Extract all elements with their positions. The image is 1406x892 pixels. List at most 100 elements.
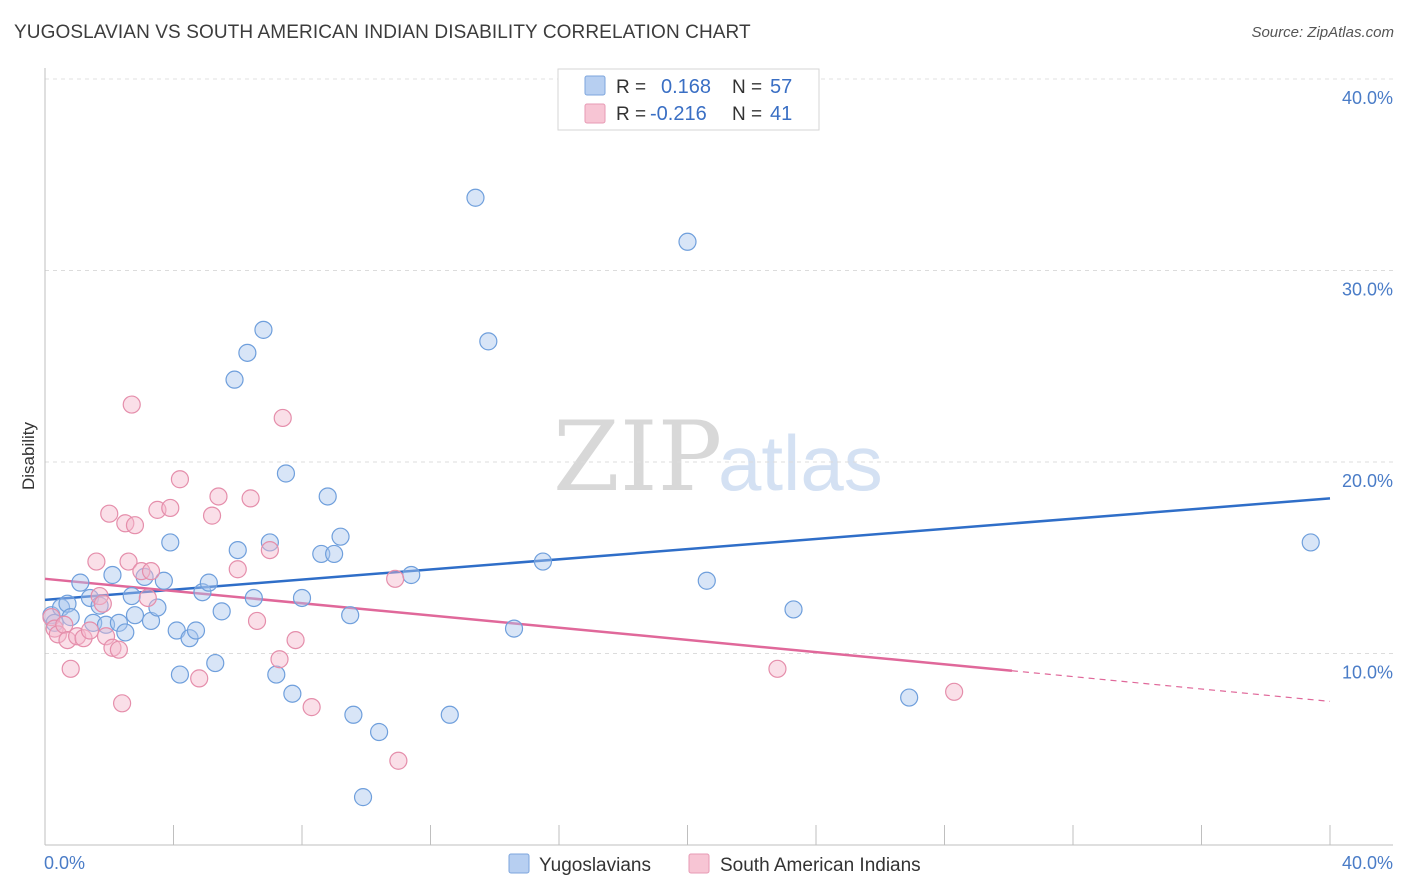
legend-n-value-2: 41: [770, 103, 792, 125]
bottom-legend-swatch-blue: [508, 853, 530, 874]
yugoslavians-point-29: [228, 540, 247, 560]
yugoslavians-point-49: [479, 332, 498, 351]
south-american-indians-point-25: [161, 498, 180, 518]
y-tick-label-1: 20.0%: [1342, 471, 1393, 491]
yugoslavians-point-46: [402, 565, 421, 585]
south-american-indians-point-41: [945, 682, 964, 701]
yugoslavians-point-48: [466, 188, 485, 207]
yugoslavians-point-33: [260, 533, 279, 552]
yugoslavians-point-54: [784, 600, 803, 619]
yugoslavians-point-26: [206, 653, 225, 673]
y-tick-labels: 10.0% 20.0% 30.0% 40.0%: [1342, 88, 1393, 683]
yugoslavians-point-35: [276, 464, 296, 483]
legend-r-label-1: R =: [616, 77, 646, 98]
yugoslavians-point-14: [125, 606, 145, 625]
trend-line-yugoslavians: [44, 497, 1331, 602]
south-american-indians-point-3: [55, 615, 74, 634]
south-american-indians-point-34: [270, 650, 289, 669]
yugoslavians-point-53: [697, 571, 716, 590]
y-tick-label-3: 40.0%: [1342, 88, 1393, 108]
south-american-indians-point-12: [96, 627, 116, 646]
south-american-indians-point-26: [170, 470, 190, 489]
south-american-indians-point-9: [87, 552, 106, 571]
y-tick-label-2: 30.0%: [1342, 280, 1393, 300]
yugoslavians-point-39: [318, 487, 337, 506]
trend-line-south-american-indians: [44, 577, 1013, 672]
south-american-indians-point-39: [389, 751, 408, 770]
yugoslavians-point-42: [341, 606, 360, 625]
gridlines: [45, 78, 1393, 654]
legend-n-value-1: 57: [770, 76, 792, 98]
yugoslavians-point-21: [170, 665, 190, 684]
yugoslavians-point-36: [283, 684, 302, 703]
bottom-legend-south-american-indians: South American Indians: [720, 855, 921, 876]
yugoslavians-point-10: [103, 565, 122, 585]
south-american-indians-point-36: [286, 630, 305, 650]
series-south-american-indians-points: [42, 395, 964, 770]
yugoslavians-point-50: [504, 619, 524, 638]
yugoslavians-point-41: [331, 527, 350, 546]
trend-line-south-american-indians-extension: [1011, 670, 1331, 702]
south-american-indians-point-18: [119, 552, 138, 571]
legend-r-value-1: 0.168: [661, 76, 711, 98]
yugoslavians-point-30: [238, 343, 257, 362]
x-tick-label-1: 40.0%: [1342, 853, 1393, 873]
south-american-indians-point-2: [48, 625, 67, 644]
y-tick-label-0: 10.0%: [1342, 663, 1393, 683]
yugoslavians-point-19: [161, 533, 180, 552]
south-american-indians-point-22: [138, 588, 157, 608]
yugoslavians-point-32: [254, 320, 273, 339]
south-american-indians-point-38: [386, 569, 405, 588]
south-american-indians-point-27: [190, 669, 209, 688]
south-american-indians-point-20: [125, 516, 145, 535]
south-american-indians-point-11: [93, 594, 112, 613]
south-american-indians-point-28: [202, 506, 222, 525]
south-american-indians-point-13: [100, 504, 119, 523]
legend-swatch-blue: [584, 75, 606, 96]
yugoslavians-point-5: [71, 573, 90, 592]
yugoslavians-point-56: [1301, 533, 1320, 552]
yugoslavians-point-31: [244, 588, 263, 608]
yugoslavians-point-52: [678, 232, 697, 251]
south-american-indians-point-32: [247, 611, 267, 631]
legend-r-value-2: -0.216: [650, 103, 707, 125]
yugoslavians-point-43: [344, 705, 363, 724]
legend-r-label-2: R =: [616, 104, 646, 125]
x-tick-label-0: 0.0%: [44, 853, 85, 873]
watermark-zip: ZIP: [553, 401, 722, 513]
x-tick-labels: 0.0% 40.0%: [44, 853, 1393, 873]
legend-n-label-1: N =: [732, 77, 762, 98]
south-american-indians-point-29: [209, 487, 228, 506]
south-american-indians-point-19: [122, 395, 141, 414]
yugoslavians-point-37: [292, 588, 312, 608]
series-yugoslavians-points: [42, 188, 1320, 807]
south-american-indians-point-33: [260, 540, 279, 560]
south-american-indians-point-23: [141, 562, 161, 581]
yugoslavians-point-47: [440, 705, 459, 724]
stats-legend: R = 0.168 N = 57 R = -0.216 N = 41: [557, 68, 820, 131]
legend-n-label-2: N =: [732, 104, 762, 125]
yugoslavians-point-27: [212, 602, 231, 621]
south-american-indians-point-1: [45, 619, 64, 638]
yugoslavians-point-24: [193, 583, 212, 602]
south-american-indians-point-30: [228, 560, 247, 579]
south-american-indians-point-8: [80, 621, 100, 640]
bottom-legend-swatch-pink: [688, 853, 710, 874]
yugoslavians-point-38: [312, 544, 331, 564]
south-american-indians-point-15: [109, 640, 128, 659]
yugoslavians-point-28: [225, 370, 244, 389]
yugoslavians-point-12: [116, 623, 135, 642]
yugoslavians-point-13: [122, 586, 141, 606]
legend-swatch-pink: [584, 103, 606, 124]
south-american-indians-point-16: [112, 694, 132, 713]
yugoslavians-point-11: [109, 613, 128, 632]
south-american-indians-point-40: [768, 659, 787, 678]
chart-title: YUGOSLAVIAN VS SOUTH AMERICAN INDIAN DIS…: [14, 22, 751, 43]
bottom-legend-yugoslavians: Yugoslavians: [539, 855, 651, 876]
yugoslavians-point-45: [370, 722, 389, 742]
watermark-atlas: atlas: [718, 419, 883, 507]
yugoslavians-point-23: [186, 621, 206, 640]
axes: [44, 68, 1393, 846]
yugoslavians-point-55: [900, 688, 919, 707]
south-american-indians-point-35: [273, 408, 292, 428]
